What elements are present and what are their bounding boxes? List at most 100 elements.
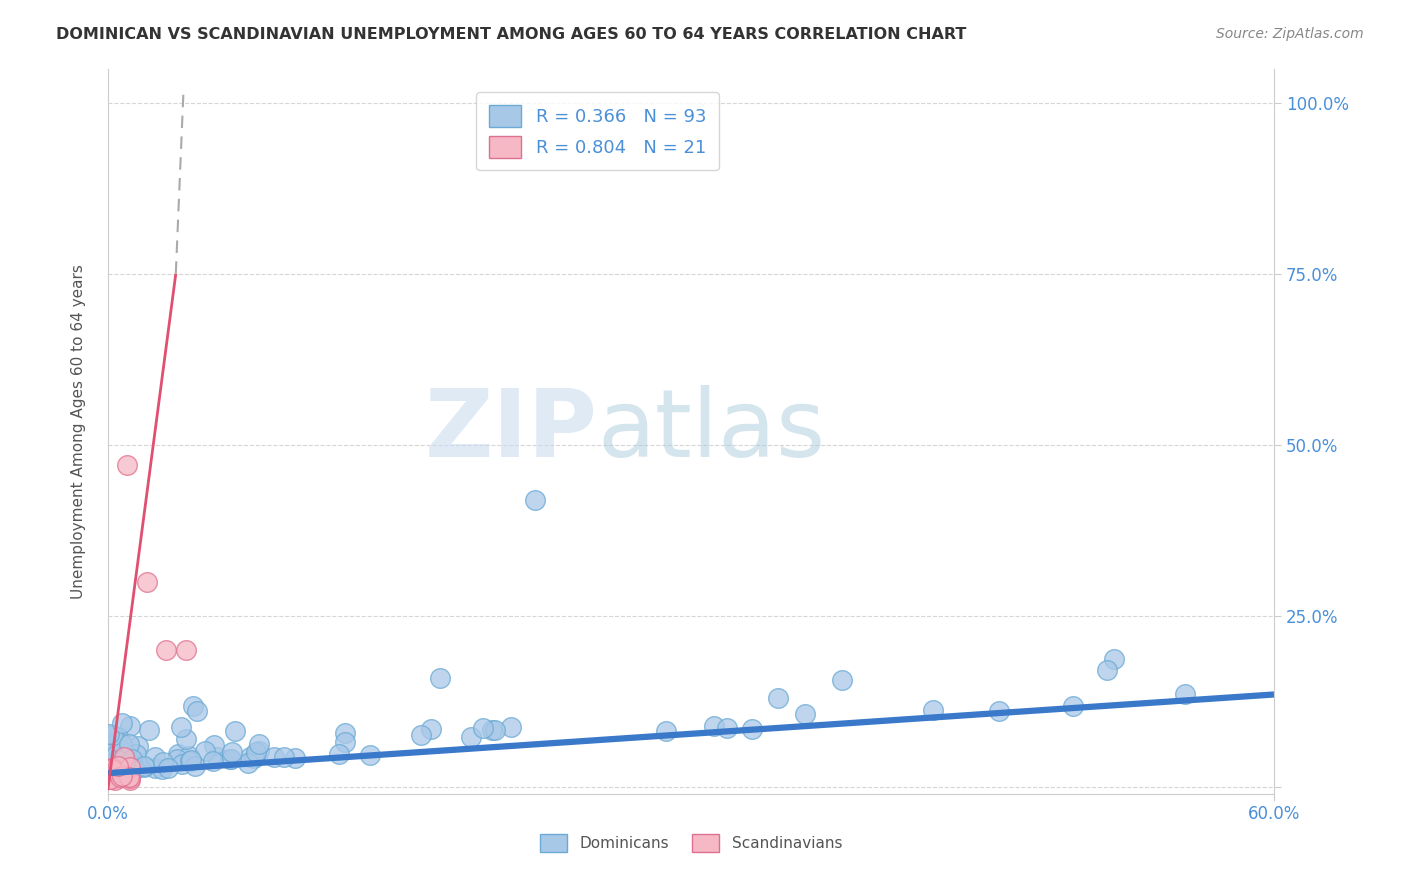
Point: [120, 771, 142, 785]
Point: [335, 735, 357, 749]
Point: [107, 731, 129, 745]
Point: [1104, 651, 1126, 665]
Point: [922, 702, 945, 716]
Point: [100, 772, 122, 786]
Point: [247, 737, 270, 751]
Point: [170, 756, 193, 771]
Point: [219, 752, 242, 766]
Point: [107, 759, 129, 773]
Point: [101, 761, 124, 775]
Point: [179, 754, 201, 768]
Point: [132, 760, 155, 774]
Point: [156, 760, 179, 774]
Point: [703, 719, 725, 733]
Point: [152, 755, 174, 769]
Point: [155, 643, 177, 657]
Point: [104, 764, 127, 778]
Point: [118, 753, 141, 767]
Point: [335, 725, 357, 739]
Point: [328, 747, 350, 762]
Point: [202, 739, 225, 753]
Point: [186, 704, 208, 718]
Point: [766, 690, 789, 705]
Point: [184, 759, 207, 773]
Y-axis label: Unemployment Among Ages 60 to 64 years: Unemployment Among Ages 60 to 64 years: [72, 264, 86, 599]
Point: [111, 737, 134, 751]
Point: [101, 762, 124, 776]
Point: [97, 759, 120, 773]
Point: [118, 764, 141, 779]
Point: [166, 752, 188, 766]
Point: [111, 769, 134, 783]
Point: [118, 737, 141, 751]
Point: [429, 671, 451, 685]
Point: [1174, 687, 1197, 701]
Point: [170, 720, 193, 734]
Point: [107, 741, 129, 756]
Point: [135, 574, 157, 589]
Point: [472, 721, 495, 735]
Point: [179, 748, 201, 763]
Point: [121, 752, 143, 766]
Point: [247, 744, 270, 758]
Point: [124, 762, 146, 776]
Point: [501, 720, 523, 734]
Point: [107, 771, 129, 785]
Point: [150, 763, 173, 777]
Point: [100, 756, 122, 771]
Text: ZIP: ZIP: [425, 385, 598, 477]
Point: [118, 772, 141, 787]
Point: [831, 673, 853, 687]
Point: [219, 752, 242, 766]
Point: [127, 739, 149, 753]
Point: [283, 751, 305, 765]
Point: [118, 770, 141, 784]
Point: [111, 716, 134, 731]
Point: [138, 723, 160, 737]
Point: [110, 759, 132, 773]
Point: [201, 755, 224, 769]
Point: [481, 723, 503, 738]
Point: [143, 761, 166, 775]
Point: [236, 756, 259, 771]
Point: [794, 707, 817, 722]
Point: [118, 758, 141, 772]
Point: [98, 765, 121, 780]
Point: [114, 752, 136, 766]
Point: [104, 748, 127, 763]
Point: [988, 705, 1011, 719]
Legend: R = 0.366   N = 93, R = 0.804   N = 21: R = 0.366 N = 93, R = 0.804 N = 21: [477, 92, 718, 170]
Point: [180, 753, 202, 767]
Point: [103, 761, 125, 775]
Point: [97, 762, 120, 776]
Point: [100, 753, 122, 767]
Point: [221, 745, 243, 759]
Point: [101, 756, 124, 771]
Point: [101, 764, 124, 778]
Point: [654, 724, 676, 739]
Point: [107, 764, 129, 779]
Point: [101, 728, 124, 742]
Point: [524, 492, 547, 507]
Point: [98, 762, 121, 776]
Point: [181, 699, 204, 714]
Point: [243, 750, 266, 764]
Point: [118, 719, 141, 733]
Point: [104, 763, 127, 777]
Point: [239, 750, 262, 764]
Point: [245, 745, 267, 759]
Point: [1062, 699, 1084, 714]
Point: [224, 723, 246, 738]
Point: [125, 747, 148, 761]
Text: atlas: atlas: [598, 385, 825, 477]
Point: [100, 738, 122, 752]
Text: Source: ZipAtlas.com: Source: ZipAtlas.com: [1216, 27, 1364, 41]
Point: [273, 749, 295, 764]
Text: DOMINICAN VS SCANDINAVIAN UNEMPLOYMENT AMONG AGES 60 TO 64 YEARS CORRELATION CHA: DOMINICAN VS SCANDINAVIAN UNEMPLOYMENT A…: [56, 27, 966, 42]
Point: [176, 731, 198, 746]
Point: [460, 730, 482, 744]
Point: [100, 772, 122, 786]
Point: [143, 750, 166, 764]
Point: [484, 723, 506, 737]
Point: [118, 760, 141, 774]
